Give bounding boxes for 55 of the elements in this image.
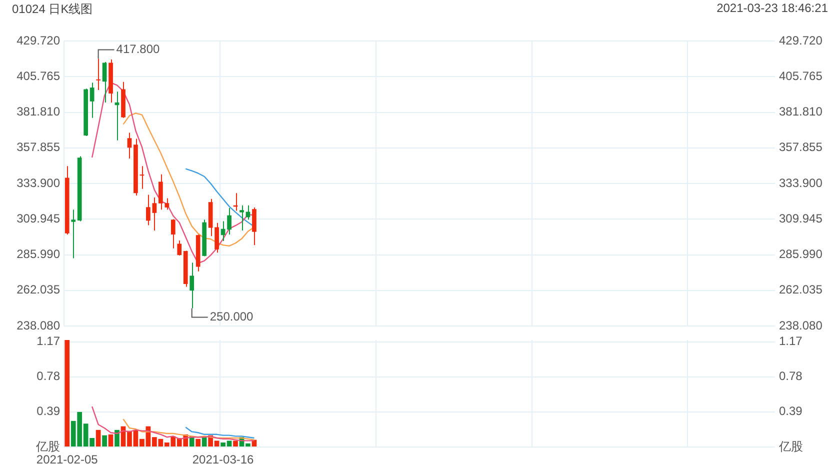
y2-tick-label: 238.080 xyxy=(779,318,823,332)
bar xyxy=(202,437,207,446)
y2-tick-label: 0.78 xyxy=(779,369,803,384)
chart-subtitle: 2021-03-23 18:46:21 xyxy=(716,1,828,15)
candlestick xyxy=(177,240,182,256)
y-tick-label: 亿股 xyxy=(35,439,60,454)
y2-tick-label: 285.990 xyxy=(779,247,823,262)
candlestick xyxy=(240,204,244,231)
y-tick-label: 405.765 xyxy=(16,68,60,83)
candlestick xyxy=(170,218,176,249)
bar xyxy=(96,430,101,446)
y-tick-label: 333.900 xyxy=(16,176,60,190)
y2-tick-label: 429.720 xyxy=(779,33,823,48)
candlestick xyxy=(146,194,150,226)
y-tick-label: 0.78 xyxy=(36,369,60,384)
y2-tick-label: 1.17 xyxy=(779,334,803,348)
y-tick-label: 381.810 xyxy=(16,104,60,119)
y2-tick-label: 309.945 xyxy=(779,211,823,226)
y-tick-label: 1.17 xyxy=(36,334,60,348)
bar xyxy=(108,434,114,446)
annotation: 250.000 xyxy=(210,310,254,324)
candlestick xyxy=(90,82,94,118)
y2-tick-label: 262.035 xyxy=(779,282,823,297)
y-tick-label: 429.720 xyxy=(16,33,60,48)
y-tick-label: 309.945 xyxy=(16,211,60,226)
y-tick-label: 0.39 xyxy=(36,404,60,418)
candlestick xyxy=(190,262,194,309)
bar xyxy=(102,435,107,446)
y2-tick-label: 亿股 xyxy=(778,439,803,454)
candlestick xyxy=(96,58,100,90)
candlestick xyxy=(227,208,232,236)
annotation: 417.800 xyxy=(116,42,160,56)
x-tick-label: 2021-02-05 xyxy=(36,452,98,467)
y-tick-label: 238.080 xyxy=(16,318,60,332)
candlestick xyxy=(214,222,219,254)
candlestick xyxy=(102,62,107,103)
y2-tick-label: 333.900 xyxy=(779,176,823,190)
bar xyxy=(196,438,201,446)
y-tick-label: 357.855 xyxy=(16,140,60,154)
y2-tick-label: 0.39 xyxy=(779,404,803,418)
y-tick-label: 285.990 xyxy=(16,247,60,262)
y2-tick-label: 357.855 xyxy=(779,140,823,154)
bar xyxy=(114,430,120,446)
y2-tick-label: 381.810 xyxy=(779,104,823,119)
y-tick-label: 262.035 xyxy=(16,282,60,297)
chart-title: 01024 日K线图 xyxy=(12,1,93,18)
candlestick xyxy=(252,206,256,246)
candlestick xyxy=(152,196,157,231)
y2-tick-label: 405.765 xyxy=(779,68,823,83)
candlestick xyxy=(140,166,144,190)
x-tick-label: 2021-03-16 xyxy=(192,452,254,467)
candlestick xyxy=(71,209,76,259)
candlestick xyxy=(127,132,132,160)
candlestick xyxy=(246,204,250,220)
bar xyxy=(233,440,238,446)
